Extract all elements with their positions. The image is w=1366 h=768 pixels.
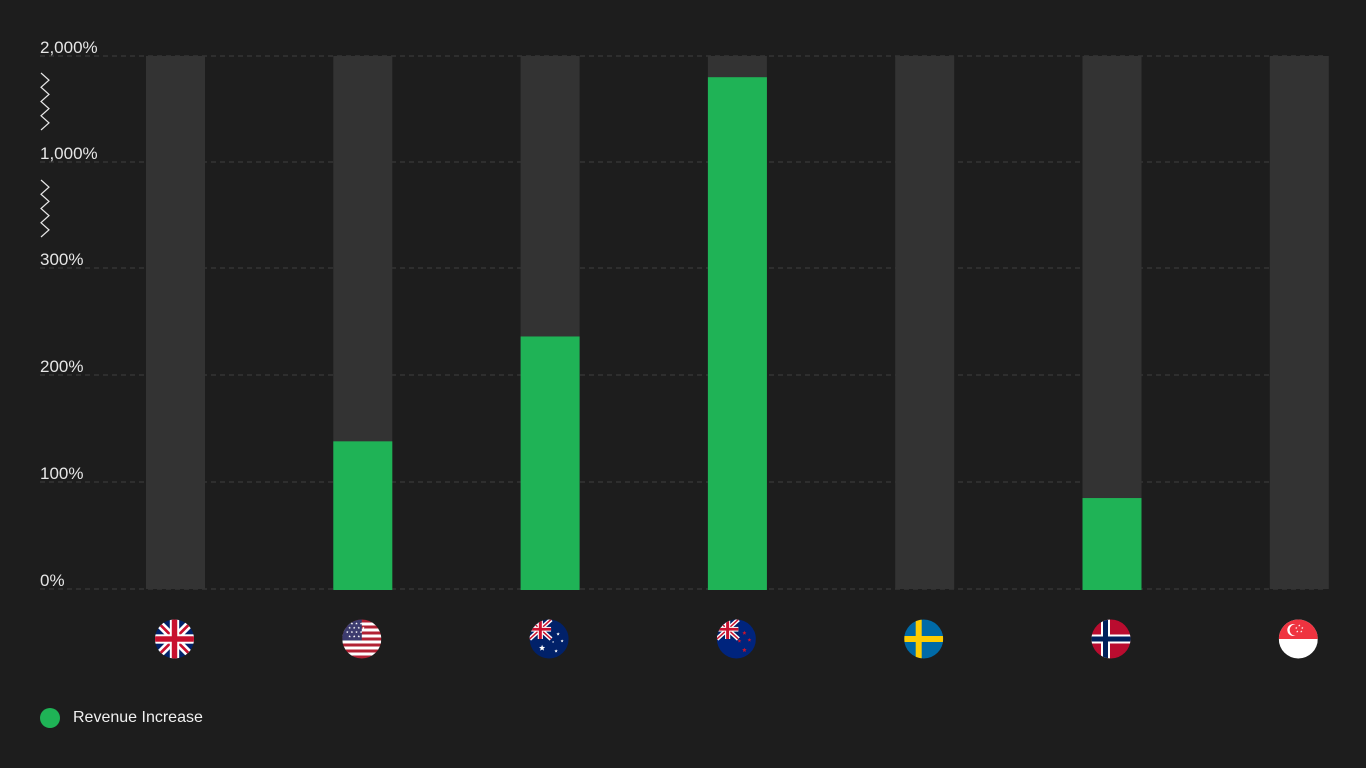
y-tick-label: 2,000% (40, 38, 98, 57)
bar (333, 441, 393, 590)
axis-break-mark (40, 72, 50, 131)
y-tick-label: 200% (40, 357, 83, 376)
y-tick-label: 300% (40, 250, 83, 269)
bar (520, 336, 580, 590)
bar (1082, 498, 1142, 590)
y-tick-label: 100% (40, 464, 83, 483)
bar (707, 77, 767, 590)
y-axis-break-marks (40, 72, 50, 238)
bar-track (146, 56, 205, 589)
y-tick-label: 1,000% (40, 144, 98, 163)
nz-flag-icon (716, 619, 756, 659)
y-tick-label: 0% (40, 571, 65, 590)
legend: Revenue Increase (40, 708, 203, 728)
se-flag-icon (904, 619, 944, 659)
us-flag-icon (342, 619, 382, 659)
au-flag-icon (529, 619, 569, 659)
country-flags (155, 619, 1318, 659)
sg-flag-icon (1278, 619, 1318, 659)
bar-track (1269, 56, 1329, 589)
legend-label-revenue-increase: Revenue Increase (73, 709, 203, 726)
axis-break-mark (40, 179, 50, 238)
gb-flag-icon (155, 619, 194, 659)
y-axis-tick-labels: 0% 100% 200% 300% 1,000% 2,000% (40, 38, 98, 590)
bars (333, 77, 1142, 590)
bar-track (895, 56, 955, 589)
legend-swatch-revenue-increase (40, 708, 60, 728)
no-flag-icon (1091, 619, 1131, 659)
